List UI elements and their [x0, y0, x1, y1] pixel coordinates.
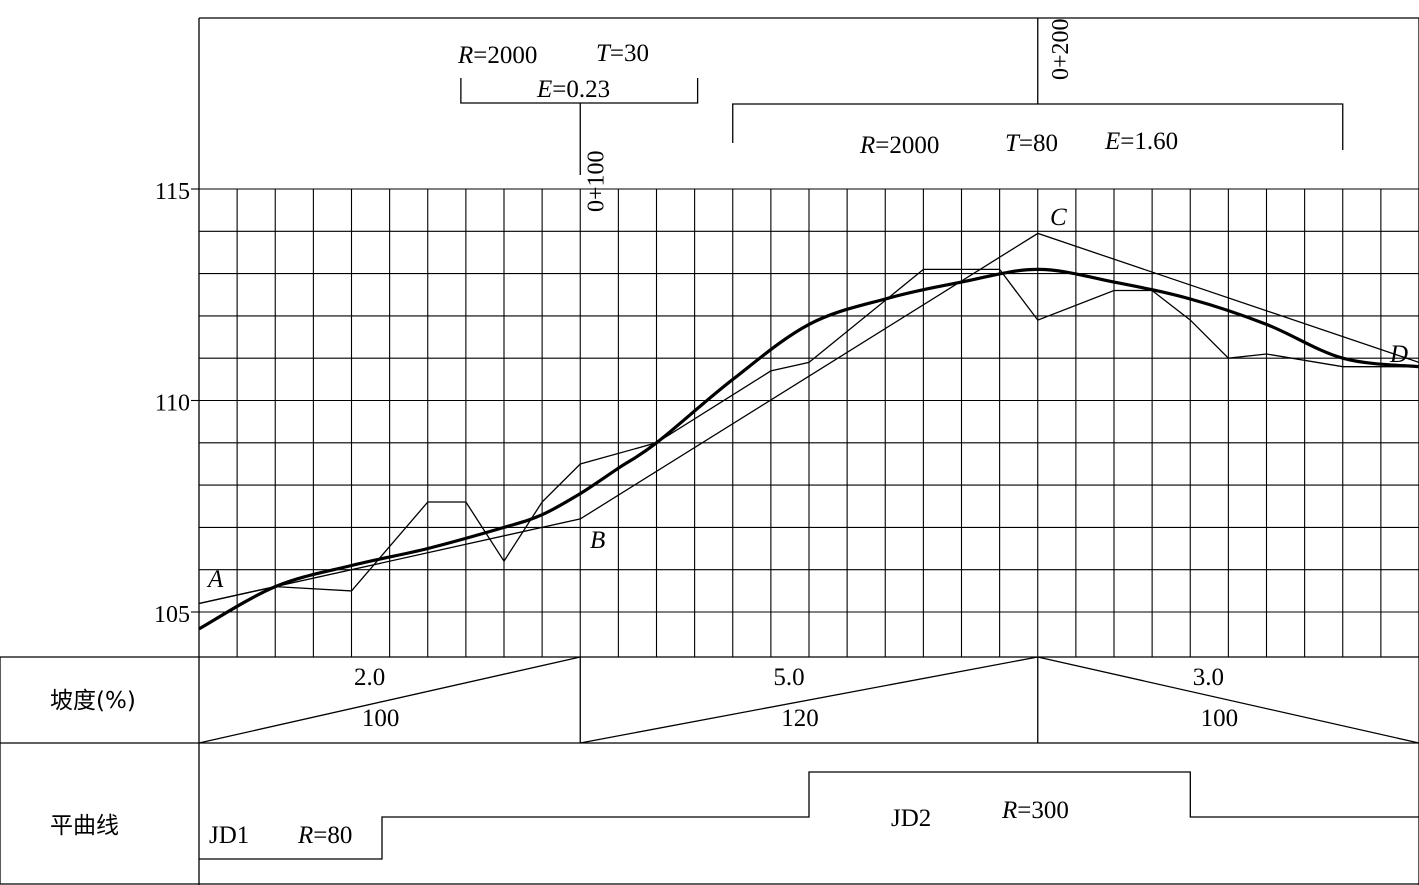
plane-curve-line — [199, 771, 1419, 860]
vertical-curve-annotations: R=2000 T=30 E=0.23 0+100 R=2000 T=80 E=1.60 0+2… — [457, 18, 1344, 212]
y-tick-labels: 105 110 115 — [154, 179, 190, 628]
point-label-c: C — [1050, 204, 1067, 231]
point-label-a: A — [206, 566, 224, 593]
grade-slope-line — [1037, 656, 1419, 744]
point-label-b: B — [590, 527, 605, 554]
station-label-0-200: 0+200 — [1048, 18, 1074, 80]
jd1-name: JD1 — [209, 822, 249, 849]
jd2-radius: R=300 — [1001, 797, 1069, 824]
curve-row-header: 平曲线 — [50, 813, 119, 839]
grade-value: 5.0 — [773, 664, 804, 691]
grade-and-curve-tables: 坡度(%) 平曲线 — [0, 656, 1419, 885]
grade-row-header: 坡度(%) — [50, 688, 136, 714]
vertical-curve-1-r: R=2000 — [457, 42, 537, 69]
grade-length: 100 — [362, 705, 400, 732]
grade-value: 2.0 — [354, 664, 385, 691]
grade-slope-line — [198, 656, 581, 744]
vertical-curve-1-bracket — [460, 78, 699, 104]
grade-line — [198, 232, 1419, 605]
vertical-curve-2-r: R=2000 — [859, 132, 939, 159]
grade-slope-line — [580, 656, 1038, 744]
jd1-radius: R=80 — [297, 822, 352, 849]
jd2-name: JD2 — [891, 805, 931, 832]
vertical-curve-1-t: T=30 — [596, 40, 649, 67]
y-tick-label: 115 — [155, 179, 190, 205]
vertical-curve-2-e: E=1.60 — [1104, 128, 1178, 155]
y-tick-label: 105 — [154, 602, 190, 628]
grid — [191, 188, 1419, 657]
grade-length: 100 — [1201, 705, 1239, 732]
point-labels: A B C D — [206, 204, 1408, 593]
station-label-0-100: 0+100 — [583, 150, 609, 212]
design-vertical-curve-line — [198, 267, 1419, 631]
ground-profile-line — [198, 268, 1419, 605]
point-label-d: D — [1389, 341, 1408, 368]
vertical-curve-2-t: T=80 — [1005, 130, 1058, 157]
grade-length: 120 — [781, 705, 819, 732]
y-tick-label: 110 — [155, 391, 190, 417]
grade-value: 3.0 — [1193, 664, 1224, 691]
plane-curve-segments: JD1 R=80 JD2 R=300 — [199, 771, 1419, 860]
vertical-curve-1-e: E=0.23 — [536, 76, 610, 103]
grade-segments: 2.0 100 5.0 120 3.0 100 — [198, 656, 1419, 744]
